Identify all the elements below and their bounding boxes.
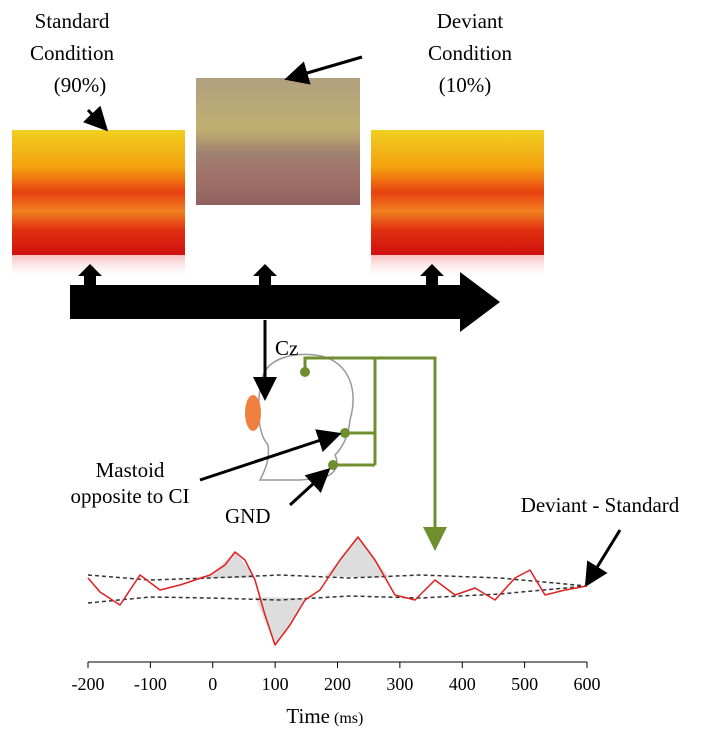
cz-label: Cz bbox=[275, 336, 298, 360]
x-tick-label: 0 bbox=[208, 674, 217, 694]
x-tick-label: 100 bbox=[262, 674, 289, 694]
difference-wave bbox=[87, 536, 588, 646]
x-tick-label: 300 bbox=[386, 674, 413, 694]
svg-text:(10%): (10%) bbox=[439, 73, 491, 97]
x-tick-label: -200 bbox=[72, 674, 105, 694]
mastoid-label: opposite to CI bbox=[71, 484, 190, 508]
arrow bbox=[82, 105, 109, 132]
gnd-label: GND bbox=[225, 504, 271, 528]
cochlear-implant bbox=[245, 395, 261, 431]
x-axis-title: Time bbox=[286, 704, 330, 728]
x-tick-label: 500 bbox=[511, 674, 538, 694]
x-axis-unit: (ms) bbox=[334, 710, 363, 727]
difference-label: Deviant - Standard bbox=[521, 493, 680, 517]
arrow bbox=[584, 529, 622, 588]
svg-text:(90%): (90%) bbox=[54, 73, 106, 97]
arrow bbox=[199, 429, 342, 482]
stimulus-markers bbox=[78, 264, 444, 285]
arrow bbox=[284, 55, 363, 85]
svg-text:Condition: Condition bbox=[30, 41, 115, 65]
svg-text:Deviant: Deviant bbox=[437, 9, 504, 33]
significance-areas bbox=[190, 537, 390, 645]
timeline-arrow bbox=[70, 272, 500, 332]
deviant-label: Deviant Condition (10%) bbox=[428, 9, 513, 97]
svg-text:Condition: Condition bbox=[428, 41, 513, 65]
svg-text:Standard: Standard bbox=[35, 9, 110, 33]
x-tick-label: -100 bbox=[134, 674, 167, 694]
electrodes bbox=[300, 367, 350, 470]
x-tick-label: 400 bbox=[449, 674, 476, 694]
x-tick-label: 600 bbox=[574, 674, 601, 694]
mastoid-label: Mastoid bbox=[96, 458, 165, 482]
spectrograms bbox=[12, 78, 544, 280]
x-tick-label: 200 bbox=[324, 674, 351, 694]
standard-label: Standard Condition (90%) bbox=[30, 9, 115, 97]
arrow bbox=[288, 467, 331, 507]
